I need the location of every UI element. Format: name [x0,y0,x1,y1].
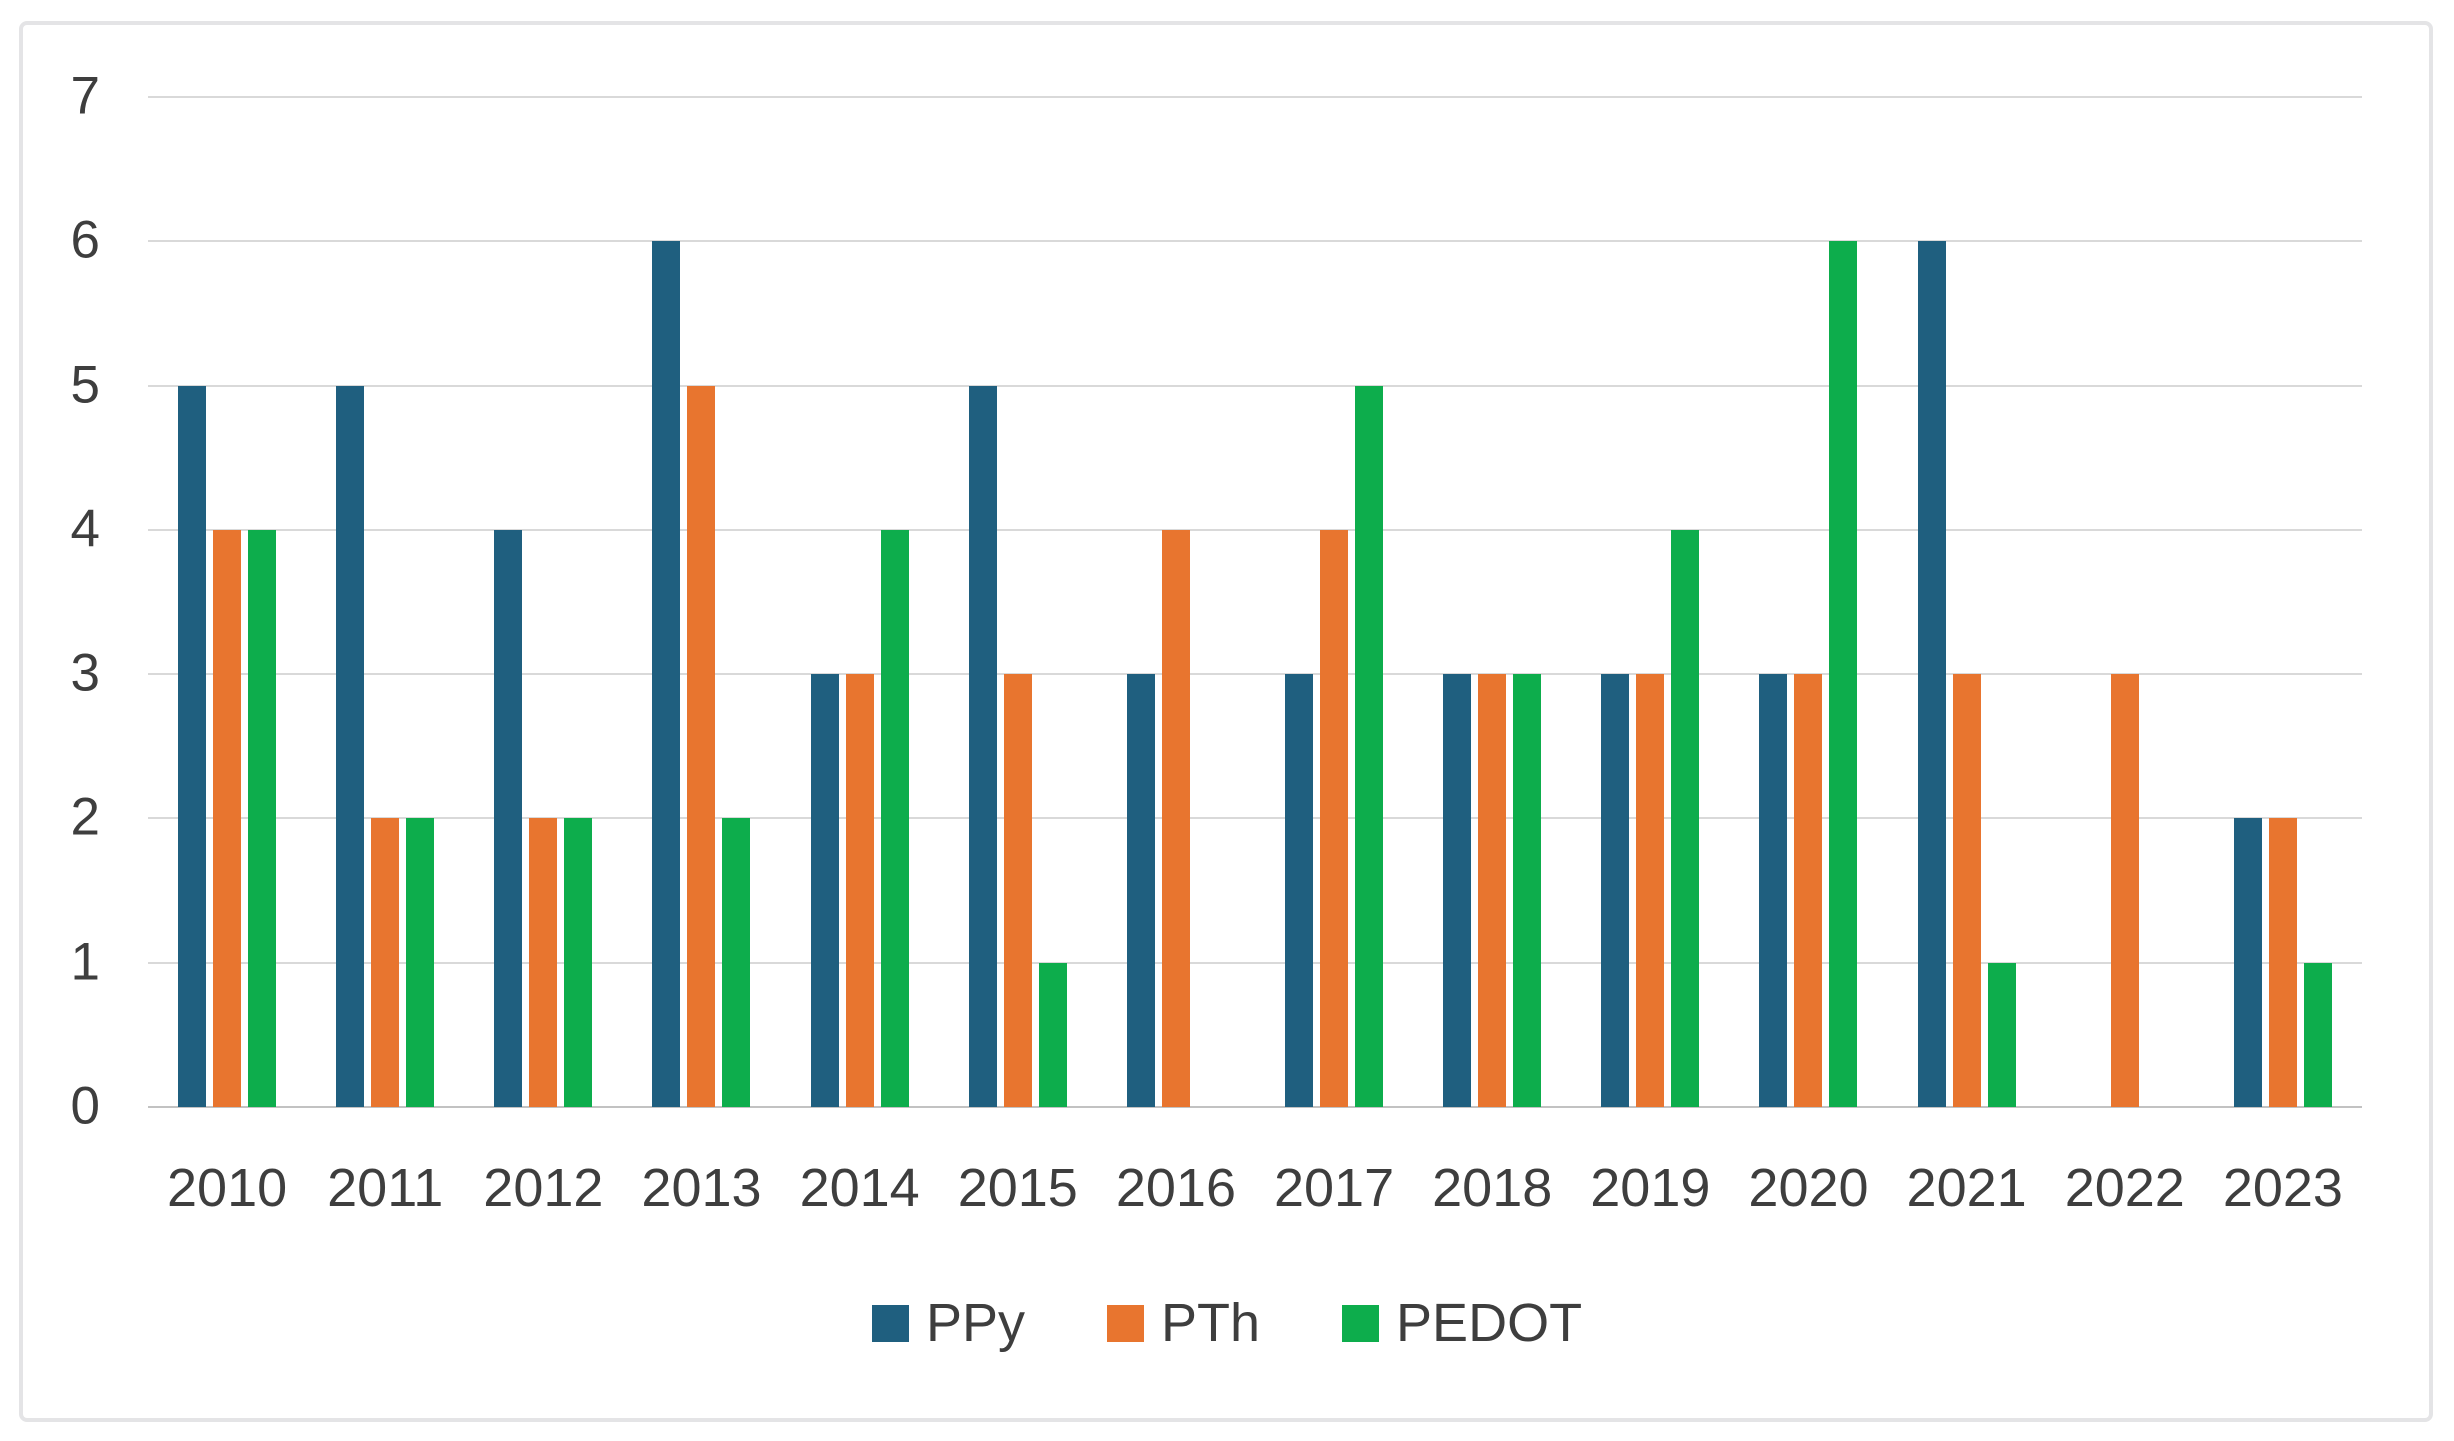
y-tick-label-6: 6 [70,210,100,270]
legend-item-pedot: PEDOT [1342,1296,1582,1350]
bar-group-2013 [622,97,780,1107]
x-tick-label-2023: 2023 [2222,1158,2343,1218]
bar-ppy-2015 [968,385,997,1107]
bar-pth-2011 [371,818,400,1107]
x-tick-label-2022: 2022 [2064,1158,2185,1218]
bar-group-2012 [464,97,622,1107]
bar-ppy-2018 [1443,674,1472,1107]
bar-pedot-2014 [880,529,909,1107]
y-tick-label-7: 7 [70,66,100,126]
bar-group-2011 [306,97,464,1107]
bar-group-2022 [2046,97,2204,1107]
bar-group-2021 [1888,97,2046,1107]
bar-pth-2017 [1320,529,1349,1107]
gridline-2 [148,817,2362,820]
x-tick-label-2011: 2011 [327,1158,444,1218]
bar-pedot-2018 [1513,674,1542,1107]
gridline-1 [148,961,2362,964]
legend-label-ppy: PPy [925,1293,1025,1353]
y-tick-label-1: 1 [70,932,100,992]
bar-group-2016 [1097,97,1255,1107]
y-tick-label-3: 3 [70,643,100,703]
bar-ppy-2019 [1601,674,1630,1107]
bar-pedot-2020 [1829,241,1858,1107]
x-tick-label-2019: 2019 [1590,1158,1711,1218]
legend-item-ppy: PPy [871,1293,1025,1353]
bar-group-2017 [1255,97,1413,1107]
bar-ppy-2010 [178,385,207,1107]
bar-pth-2020 [1794,674,1823,1107]
bar-ppy-2021 [1917,241,1946,1107]
bar-pth-2010 [213,529,242,1107]
bar-group-2018 [1413,97,1571,1107]
bar-group-2023 [2204,97,2362,1107]
bar-pth-2015 [1003,674,1032,1107]
x-tick-label-2016: 2016 [1115,1158,1236,1218]
bar-pedot-2023 [2303,962,2332,1107]
legend-label-pedot: PEDOT [1396,1293,1583,1353]
bar-group-2019 [1571,97,1729,1107]
bar-group-2014 [781,97,939,1107]
gridline-3 [148,673,2362,676]
bar-pth-2013 [687,385,716,1107]
bar-ppy-2014 [810,674,839,1107]
legend-swatch-ppy [871,1304,909,1342]
bar-pth-2012 [529,818,558,1107]
legend: PPy PTh PEDOT [0,1296,2454,1350]
bar-group-2010 [148,97,306,1107]
x-tick-label-2021: 2021 [1906,1158,2027,1218]
bar-ppy-2020 [1759,674,1788,1107]
bar-pth-2019 [1636,674,1665,1107]
x-tick-label-2020: 2020 [1748,1158,1869,1218]
bar-pth-2021 [1952,674,1981,1107]
bar-ppy-2023 [2233,818,2262,1107]
gridline-6 [148,240,2362,243]
x-tick-label-2013: 2013 [641,1158,762,1218]
bar-pth-2018 [1478,674,1507,1107]
bar-pedot-2019 [1671,529,1700,1107]
x-axis: 2010 2011 2012 2013 2014 2015 2016 2017 2018 2019… [148,1152,2362,1225]
bar-ppy-2013 [652,241,681,1107]
gridline-7 [148,96,2362,98]
x-tick-label-2010: 2010 [167,1158,288,1218]
x-axis-line [148,1106,2362,1108]
bar-pth-2016 [1161,529,1190,1107]
x-tick-label-2014: 2014 [799,1158,920,1218]
bar-pedot-2013 [722,818,751,1107]
x-tick-label-2018: 2018 [1432,1158,1553,1218]
bar-pedot-2015 [1038,962,1067,1107]
bar-pedot-2010 [248,529,277,1107]
x-tick-label-2012: 2012 [483,1158,604,1218]
bar-ppy-2011 [336,385,365,1107]
bar-pedot-2021 [1987,962,2016,1107]
gridline-4 [148,528,2362,531]
y-tick-label-4: 4 [70,499,100,559]
bar-pth-2022 [2110,674,2139,1107]
bar-pedot-2017 [1355,385,1384,1107]
bar-group-2015 [939,97,1097,1107]
plot-area [148,96,2362,1108]
x-tick-label-2015: 2015 [957,1158,1078,1218]
x-tick-label-2017: 2017 [1273,1158,1395,1218]
legend-item-pth: PTh [1106,1293,1261,1353]
bar-ppy-2017 [1285,674,1314,1107]
legend-label-pth: PTh [1160,1293,1261,1353]
gridline-5 [148,384,2362,387]
bar-group-2020 [1729,97,1887,1107]
bar-ppy-2016 [1126,674,1155,1107]
y-tick-label-5: 5 [70,355,100,415]
legend-swatch-pedot [1342,1304,1380,1342]
y-tick-label-0: 0 [70,1076,100,1136]
bar-pth-2014 [845,674,874,1107]
chart-frame [19,21,2433,1422]
bar-pedot-2012 [564,818,593,1107]
y-tick-label-2: 2 [70,787,100,847]
legend-swatch-pth [1106,1304,1144,1342]
bar-pedot-2011 [406,818,435,1107]
bar-ppy-2012 [494,529,523,1107]
bar-pth-2023 [2268,818,2297,1107]
